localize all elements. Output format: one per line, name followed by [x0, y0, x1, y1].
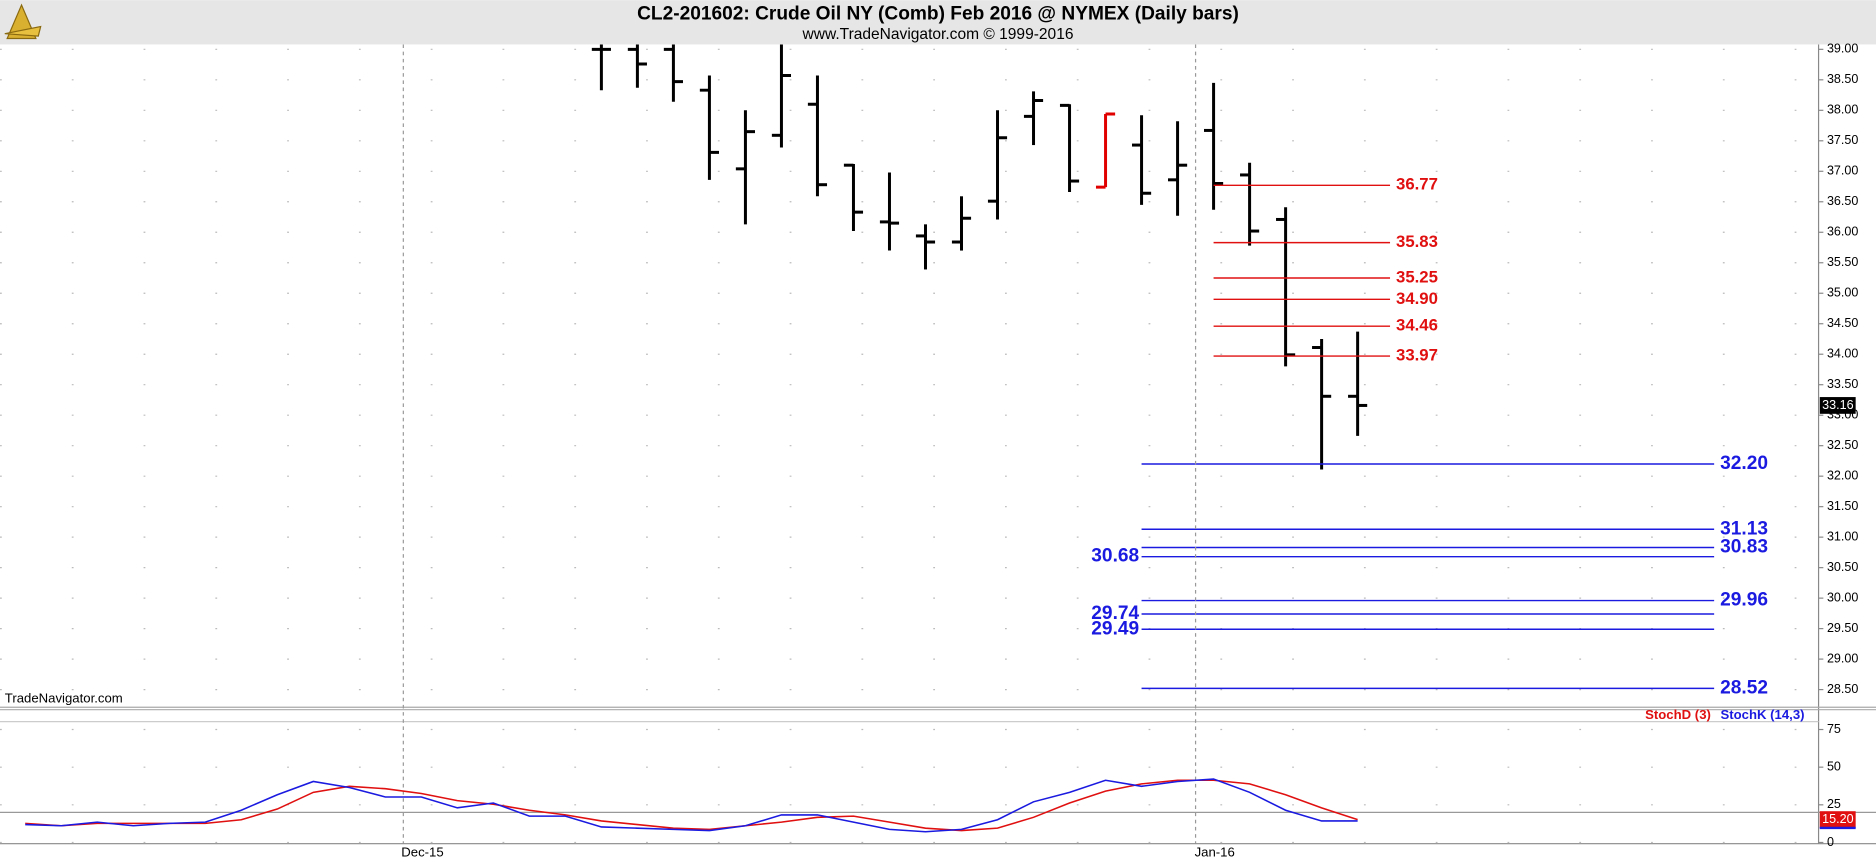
y-tick-label: 50: [1827, 759, 1841, 773]
y-tick-label: 39.00: [1827, 42, 1858, 56]
logo: [4, 3, 42, 40]
last-value-label: 15.20: [1822, 812, 1853, 826]
legend-label: StochK (14,3): [1720, 707, 1804, 722]
y-tick-label: 28.50: [1827, 682, 1858, 696]
y-tick-label: 32.00: [1827, 468, 1858, 482]
y-tick-label: 33.50: [1827, 377, 1858, 391]
level-label: 30.83: [1720, 537, 1768, 558]
y-tick-label: 29.50: [1827, 621, 1858, 635]
level-label: 32.20: [1720, 453, 1768, 474]
level-label: 35.25: [1396, 267, 1438, 286]
last-value-tag: [1819, 811, 1856, 828]
y-tick-label: 34.50: [1827, 316, 1858, 330]
y-tick-label: 25: [1827, 797, 1841, 811]
level-label: 31.13: [1720, 518, 1768, 539]
watermark: TradeNavigator.com: [5, 690, 123, 705]
level-label: 29.74: [1091, 603, 1139, 624]
y-tick-label: 29.00: [1827, 651, 1858, 665]
y-tick-label: 35.00: [1827, 286, 1858, 300]
y-tick-label: 75: [1827, 722, 1841, 736]
y-tick-label: 30.00: [1827, 590, 1858, 604]
level-label: 35.83: [1396, 232, 1438, 251]
chart-subtitle: www.TradeNavigator.com © 1999-2016: [802, 26, 1074, 43]
y-tick-label: 36.00: [1827, 225, 1858, 239]
y-tick-label: 37.50: [1827, 133, 1858, 147]
plot-area: [591, 44, 1368, 470]
y-tick-label: 0: [1827, 835, 1834, 849]
last-price-label: 33.16: [1822, 398, 1853, 412]
y-tick-label: 38.00: [1827, 103, 1858, 117]
legend-label: StochD (3): [1645, 707, 1711, 722]
y-tick-label: 36.50: [1827, 194, 1858, 208]
level-label: 29.49: [1091, 618, 1139, 639]
level-label: 36.77: [1396, 175, 1438, 194]
y-tick-label: 31.50: [1827, 499, 1858, 513]
y-tick-label: 38.50: [1827, 72, 1858, 86]
level-label: 28.52: [1720, 677, 1768, 698]
level-label: 34.90: [1396, 289, 1438, 308]
stoch-line: [25, 778, 1358, 833]
level-label: 34.46: [1396, 316, 1438, 335]
last-price-tag: [1819, 397, 1856, 414]
y-tick-label: 31.00: [1827, 529, 1858, 543]
level-label: 29.96: [1720, 590, 1768, 611]
level-label: 33.97: [1396, 345, 1438, 364]
header-band: [0, 0, 1876, 45]
x-tick-label: Jan-16: [1195, 845, 1235, 860]
y-tick-label: 32.50: [1827, 438, 1858, 452]
y-tick-label: 34.00: [1827, 347, 1858, 361]
stoch-line: [25, 779, 1358, 832]
y-tick-label: 35.50: [1827, 255, 1858, 269]
x-tick-label: Dec-15: [401, 845, 443, 860]
y-tick-label: 37.00: [1827, 164, 1858, 178]
level-label: 30.68: [1091, 546, 1139, 567]
chart-title: CL2-201602: Crude Oil NY (Comb) Feb 2016…: [637, 4, 1239, 25]
y-tick-label: 30.50: [1827, 560, 1858, 574]
